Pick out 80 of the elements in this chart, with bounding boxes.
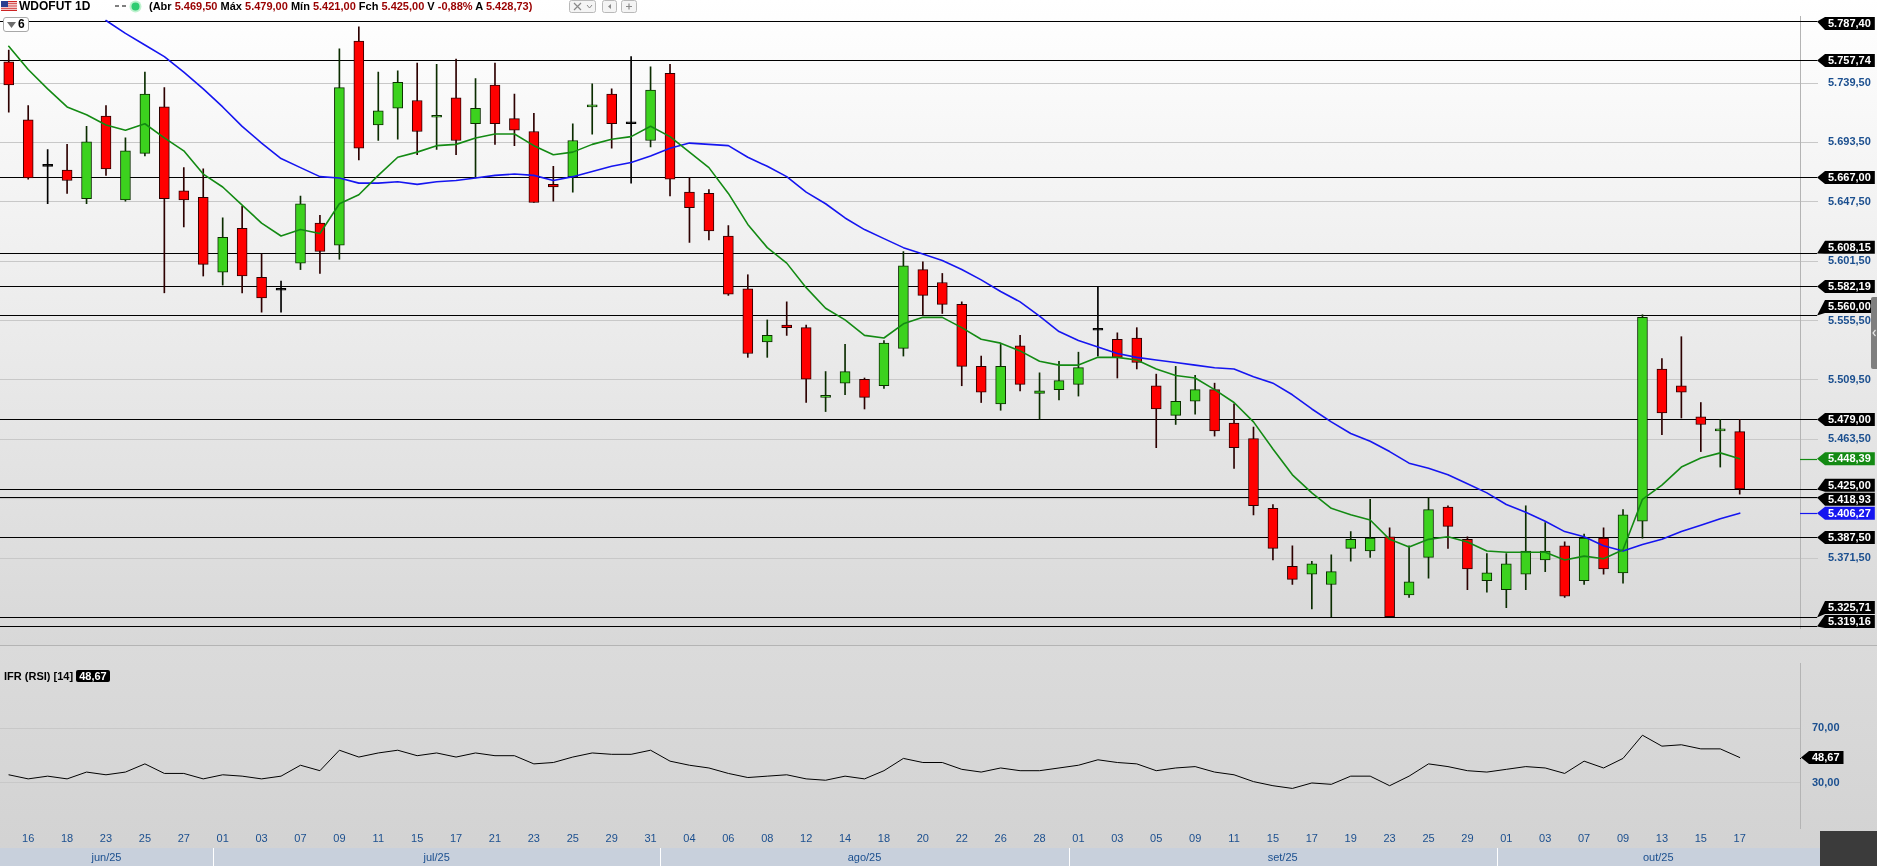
ref-line-label: 5.608,15 [1828,240,1871,253]
x-tick-label: 01 [216,831,229,844]
x-tick-label: 03 [255,831,268,844]
x-tick-label: 03 [1111,831,1124,844]
y-tick-label: 5.555,50 [1828,313,1871,326]
x-tick-label: 14 [838,831,852,844]
x-tick-label: 17 [449,831,463,844]
x-tick-label: 09 [1616,831,1630,844]
x-tick-label: 25 [138,831,152,844]
y-tick-label: 5.693,50 [1828,135,1871,148]
y-tick-label: 5.463,50 [1828,432,1871,445]
x-tick-label: 18 [877,831,891,844]
text: ago/25 [847,850,882,863]
x-tick-label: 19 [1344,831,1357,844]
x-tick-label: 15 [1694,831,1707,844]
x-tick-label: 27 [177,831,190,844]
x-tick-label: 05 [1150,831,1163,844]
y-tick-label: 5.647,50 [1828,194,1871,207]
y-tick-label: 5.371,50 [1828,551,1871,564]
x-tick-label: 31 [644,831,657,844]
x-tick-label: 22 [955,831,968,844]
x-tick-label: 29 [605,831,618,844]
ref-line-label: 5.425,00 [1828,478,1871,491]
text: (Abr 5.469,50 Máx 5.479,00 Mín 5.421,00 Fch 5.425,00 V -0,88% A 5.428,73) [149,0,533,12]
x-tick-label: 01 [1072,831,1085,844]
ref-line-label: 5.319,16 [1828,614,1871,627]
y-tick-label: 48,67 [1812,751,1840,764]
x-tick-label: 23 [1383,831,1396,844]
x-tick-label: 09 [1189,831,1202,844]
x-tick-label: 15 [411,831,424,844]
text: jul/25 [422,850,450,863]
x-tick-label: 21 [488,831,502,844]
x-tick-label: 06 [722,831,735,844]
y-tick-label: 5.739,50 [1828,76,1871,89]
x-tick-label: 03 [1539,831,1552,844]
x-tick-label: 15 [1266,831,1280,844]
x-tick-label: 07 [294,831,307,844]
x-tick-label: 08 [761,831,774,844]
ref-line-label: 5.479,00 [1828,413,1871,426]
x-tick-label: 18 [60,831,74,844]
x-tick-label: 17 [1733,831,1746,844]
x-tick-label: 11 [1228,831,1240,844]
text: IFR (RSI) [14] 48,67 [4,670,108,682]
x-tick-label: 07 [1577,831,1591,844]
x-tick-label: 16 [22,831,35,844]
x-tick-label: 23 [99,831,113,844]
x-tick-label: 11 [372,831,384,844]
y-tick-label: 5.406,27 [1828,506,1871,519]
x-tick-label: 01 [1500,831,1513,844]
x-tick-label: 25 [566,831,579,844]
x-tick-label: 04 [683,831,696,844]
y-tick-label: 5.448,39 [1828,452,1871,465]
x-tick-label: 25 [1422,831,1435,844]
ref-line-label: 5.560,00 [1828,300,1871,313]
ref-line-label: 5.387,50 [1828,531,1871,544]
y-tick-label: 5.509,50 [1828,372,1871,385]
x-tick-label: 23 [527,831,540,844]
x-tick-label: 26 [994,831,1007,844]
ref-line-label: 5.757,74 [1828,54,1872,67]
text: out/25 [1643,850,1674,863]
dropdown-button: 6 [3,17,29,32]
ref-line-label: 5.325,71 [1828,600,1871,613]
text: jun/25 [90,850,122,863]
x-tick-label: 13 [1655,831,1669,844]
ref-line-label: 5.667,00 [1828,171,1871,184]
x-tick-label: 28 [1033,831,1046,844]
x-tick-label: 17 [1305,831,1318,844]
ref-line-label: 5.582,19 [1828,280,1871,293]
ref-line-label: 5.787,40 [1828,17,1871,30]
y-tick-label: 70,00 [1812,721,1840,734]
x-tick-label: 20 [916,831,929,844]
x-tick-label: 09 [333,831,346,844]
text: set/25 [1267,850,1298,863]
x-tick-label: 29 [1461,831,1474,844]
x-tick-label: 12 [800,831,813,844]
chart-title: WDOFUT 1D [19,0,91,13]
y-tick-label: 30,00 [1812,776,1840,789]
annotation: 6 [18,17,25,31]
ref-line-label: 5.418,93 [1828,492,1871,505]
y-tick-label: 5.601,50 [1828,254,1871,267]
